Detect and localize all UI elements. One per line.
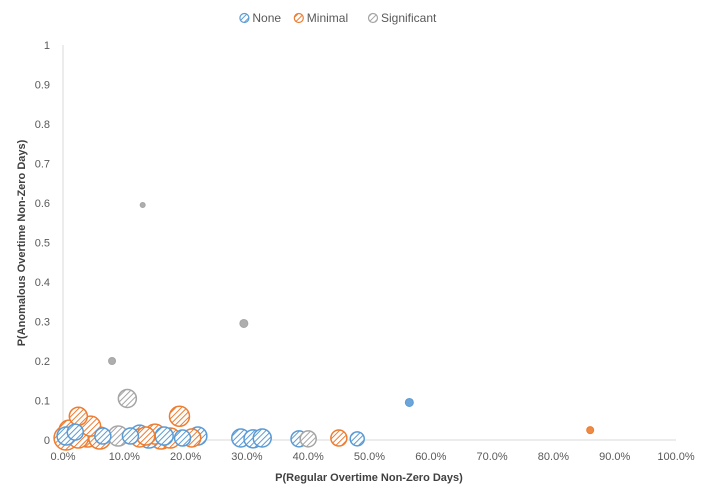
- x-axis-ticks: 0.0% 10.0% 20.0% 30.0% 40.0% 50.0% 60.0% 70.0% 8…: [50, 451, 694, 463]
- bubble-significant: [139, 201, 146, 208]
- bubble-significant: [239, 318, 249, 328]
- x-tick-label: 80.0%: [538, 451, 569, 463]
- bubble-none: [173, 429, 192, 447]
- y-tick-label: 0.7: [35, 159, 50, 171]
- legend-marker-none: [239, 12, 250, 24]
- axes: [62, 45, 676, 441]
- x-tick-label: 30.0%: [231, 451, 262, 463]
- bubble-none: [252, 428, 272, 448]
- bubble-none: [154, 426, 174, 446]
- x-tick-label: 70.0%: [476, 451, 507, 463]
- bubble-minimal: [168, 405, 191, 428]
- x-tick-label: 0.0%: [50, 451, 75, 463]
- y-axis-ticks: 0 0.1 0.2 0.3 0.4 0.5 0.6 0.7 0.8 0.9 1: [35, 40, 50, 447]
- legend-label-minimal: Minimal: [307, 11, 348, 25]
- bubble-none: [66, 423, 85, 441]
- y-tick-label: 1: [44, 40, 50, 52]
- x-tick-label: 10.0%: [109, 451, 140, 463]
- bubble-none: [404, 397, 414, 407]
- bubble-significant: [108, 357, 117, 365]
- legend-marker-minimal: [293, 12, 304, 24]
- bubble-none: [94, 427, 112, 445]
- bubble-significant: [299, 430, 317, 448]
- y-tick-label: 0.2: [35, 356, 50, 368]
- x-tick-label: 40.0%: [293, 451, 324, 463]
- x-tick-label: 100.0%: [657, 451, 695, 463]
- x-tick-label: 90.0%: [599, 451, 630, 463]
- legend-label-none: None: [252, 11, 281, 25]
- x-tick-label: 20.0%: [170, 451, 201, 463]
- y-axis-title: P(Anomalous Overtime Non-Zero Days): [16, 139, 28, 346]
- y-tick-label: 0: [44, 435, 50, 447]
- x-tick-label: 60.0%: [415, 451, 446, 463]
- legend-label-significant: Significant: [381, 11, 437, 25]
- bubble-minimal: [136, 426, 156, 446]
- bubble-none: [349, 431, 365, 447]
- bubble-minimal: [330, 429, 348, 447]
- y-tick-label: 0.5: [35, 238, 50, 250]
- x-tick-label: 50.0%: [354, 451, 385, 463]
- bubble-minimal: [586, 426, 595, 435]
- y-tick-label: 0.4: [35, 277, 50, 289]
- data-bubbles: [53, 201, 595, 451]
- y-tick-label: 0.3: [35, 317, 50, 329]
- y-tick-label: 0.8: [35, 119, 50, 131]
- bubble-none: [121, 427, 140, 445]
- y-tick-label: 0.1: [35, 396, 50, 408]
- bubble-minimal: [68, 406, 89, 427]
- y-tick-label: 0.6: [35, 198, 50, 210]
- chart-legend: None Minimal Significant: [239, 11, 437, 25]
- y-tick-label: 0.9: [35, 80, 50, 92]
- legend-marker-significant: [367, 12, 379, 24]
- x-axis-title: P(Regular Overtime Non-Zero Days): [275, 472, 463, 484]
- bubble-significant: [117, 388, 138, 409]
